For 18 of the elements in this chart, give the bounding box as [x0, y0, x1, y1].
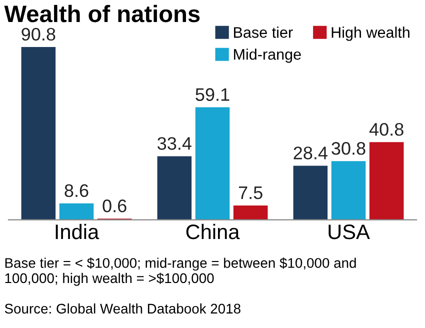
data-label: 40.8	[369, 122, 404, 136]
chart-title: Wealth of nations	[4, 4, 200, 22]
x-tick-label: China	[186, 224, 240, 240]
data-label: 30.8	[332, 142, 366, 155]
x-tick-label: USA	[328, 224, 370, 240]
legend-label: High wealth	[332, 26, 410, 41]
source-note: Source: Global Wealth Databook 2018	[4, 303, 240, 314]
data-label: 90.8	[22, 28, 56, 41]
text: Base tier = < $10,000; mid-range = between $10,000 and 100,000; high wealth = >$100,000	[5, 257, 356, 286]
data-label: 0.6	[102, 199, 126, 212]
x-tick-label: India	[56, 224, 100, 240]
legend-label: Mid-range	[234, 48, 301, 63]
data-label: 28.4	[294, 146, 328, 160]
data-label: 33.4	[158, 137, 192, 150]
data-label: 59.1	[196, 88, 230, 101]
legend-label: Base tier	[234, 26, 293, 38]
data-label: 8.6	[64, 184, 88, 198]
data-label: 7.5	[238, 186, 262, 200]
